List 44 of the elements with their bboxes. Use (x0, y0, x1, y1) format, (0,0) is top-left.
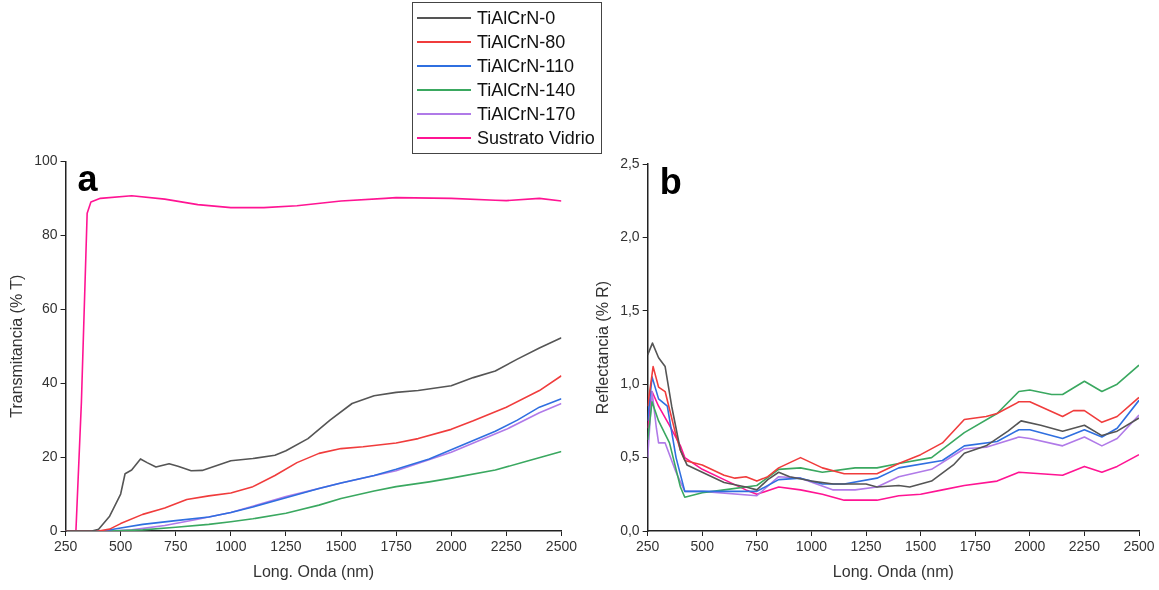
x-tick-label: 2000 (435, 538, 468, 555)
x-tick-label: 250 (53, 538, 78, 555)
y-tick-label: 1,0 (620, 375, 640, 392)
x-tick-label: 1750 (959, 538, 991, 555)
legend-label: TiAlCrN-170 (477, 103, 576, 125)
x-tick-label: 1000 (795, 538, 828, 555)
x-tick-label: 1500 (905, 538, 937, 555)
legend-label: TiAlCrN-0 (477, 7, 556, 29)
y-tick-label: 80 (41, 226, 58, 243)
x-tick-label: 750 (745, 538, 769, 555)
y-tick-label: 20 (41, 447, 58, 464)
x-tick-label: 1750 (380, 538, 412, 555)
y-tick-label: 0,5 (620, 448, 640, 465)
y-axis-title: Reflectancia (% R) (594, 280, 612, 415)
x-tick-label: 2000 (1014, 538, 1046, 555)
legend-label: TiAlCrN-80 (477, 31, 566, 53)
x-tick-label: 750 (164, 538, 188, 555)
x-tick-label: 1500 (325, 538, 357, 555)
legend-label: Sustrato Vidrio (477, 127, 595, 149)
x-tick-label: 500 (108, 538, 133, 555)
x-axis-title: Long. Onda (nm) (832, 562, 954, 580)
y-tick-label: 1,5 (620, 301, 640, 318)
x-tick-label: 2250 (1068, 538, 1101, 555)
x-tick-label: 2500 (545, 538, 578, 555)
legend-label: TiAlCrN-110 (477, 55, 575, 77)
x-tick-label: 250 (635, 538, 660, 555)
y-axis-title: Transmitancia (% T) (8, 274, 26, 418)
legend-label: TiAlCrN-140 (477, 79, 576, 101)
y-tick-label: 60 (41, 300, 58, 317)
x-tick-label: 500 (690, 538, 715, 555)
x-tick-label: 1000 (215, 538, 247, 555)
y-tick-label: 2,5 (620, 154, 640, 171)
y-tick-label: 100 (34, 152, 58, 169)
y-tick-label: 2,0 (620, 228, 640, 245)
x-tick-label: 1250 (270, 538, 302, 555)
x-tick-label: 1250 (850, 538, 882, 555)
x-tick-label: 2500 (1123, 538, 1155, 555)
y-tick-label: 0 (49, 521, 58, 538)
y-tick-label: 40 (41, 374, 58, 391)
chart-title: b (659, 160, 682, 202)
chart-title: a (77, 158, 99, 200)
x-tick-label: 2250 (490, 538, 523, 555)
x-axis-title: Long. Onda (nm) (253, 562, 374, 580)
y-tick-label: 0,0 (620, 521, 640, 538)
